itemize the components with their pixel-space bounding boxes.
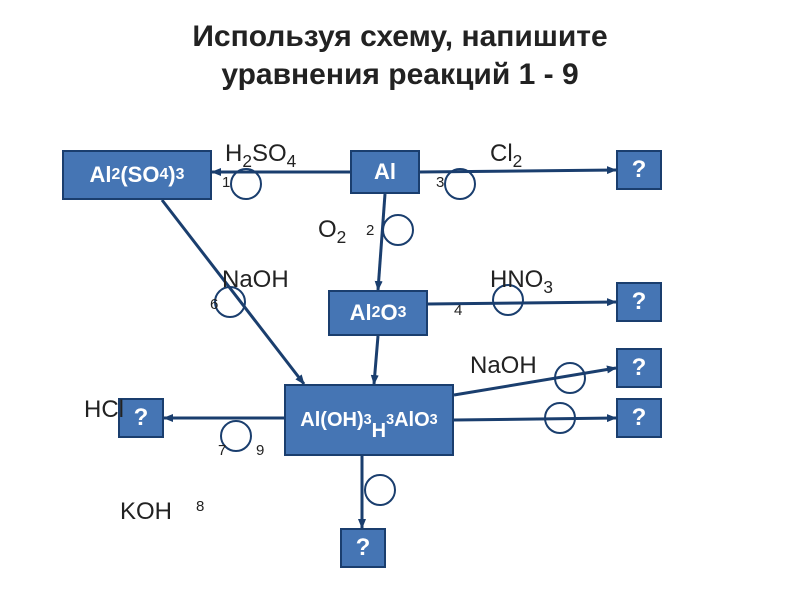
title-line1: Используя схему, напишите xyxy=(192,20,607,53)
reaction-number-8: 8 xyxy=(196,498,204,515)
node-al: Al xyxy=(350,150,420,194)
page-title: Используя схему, напишите уравнения реак… xyxy=(0,18,800,93)
edge-circle-al-al2so4 xyxy=(231,169,261,199)
reaction-number-2: 2 xyxy=(366,222,374,239)
edge-circle-al-q1 xyxy=(445,169,475,199)
reaction-number-3: 3 xyxy=(436,174,444,191)
edge-aloh-q4 xyxy=(454,418,616,420)
edge-al2o3-aloh xyxy=(374,336,378,384)
node-q3: ? xyxy=(616,348,662,388)
node-al2so4: Al2(SO4)3 xyxy=(62,150,212,200)
node-q2: ? xyxy=(616,282,662,322)
edge-circle-al-al2o3 xyxy=(383,215,413,245)
node-q5: ? xyxy=(118,398,164,438)
reaction-number-4: 4 xyxy=(454,302,462,319)
edge-circle-aloh-q4 xyxy=(545,403,575,433)
label-naoh2: NaOH xyxy=(470,352,537,380)
title-line2: уравнения реакций 1 - 9 xyxy=(221,58,578,91)
label-hcl: HCl xyxy=(84,396,124,424)
label-cl2: Cl2 xyxy=(490,140,522,172)
reaction-number-1: 1 xyxy=(222,174,230,191)
label-naoh1: NaOH xyxy=(222,266,289,294)
node-al2o3: Al2O3 xyxy=(328,290,428,336)
reaction-number-9: 9 xyxy=(256,442,264,459)
label-hno3: HNO3 xyxy=(490,266,553,298)
node-q1: ? xyxy=(616,150,662,190)
reaction-number-6: 6 xyxy=(210,296,218,313)
edge-al-al2o3 xyxy=(378,194,385,290)
edge-circle-aloh-q3 xyxy=(555,363,585,393)
node-aloh: Al(OH)3H3AlO3 xyxy=(284,384,454,456)
label-h2so4: H2SO4 xyxy=(225,140,296,172)
label-o2: O2 xyxy=(318,216,346,248)
edge-circle-aloh-q6 xyxy=(365,475,395,505)
reaction-number-7: 7 xyxy=(218,442,226,459)
node-q4: ? xyxy=(616,398,662,438)
node-q6: ? xyxy=(340,528,386,568)
label-koh: KOH xyxy=(120,498,172,526)
